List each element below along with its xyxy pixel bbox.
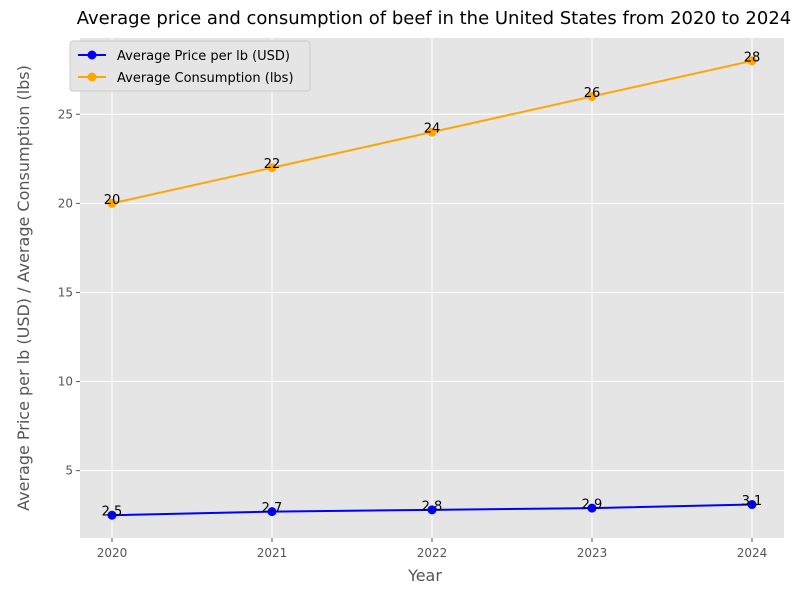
legend-marker-price <box>87 50 97 60</box>
data-point-price <box>587 503 597 513</box>
data-point-price <box>267 507 277 517</box>
y-tick-label: 20 <box>58 196 73 210</box>
data-point-consumption <box>587 91 597 101</box>
data-point-consumption <box>267 163 277 173</box>
x-tick-label: 2023 <box>577 546 608 560</box>
data-point-price <box>107 510 117 520</box>
data-label-consumption: 20 <box>104 193 121 208</box>
x-tick-label: 2021 <box>257 546 288 560</box>
data-label-consumption: 28 <box>744 50 761 65</box>
y-tick-label: 15 <box>58 285 73 299</box>
y-tick-label: 25 <box>58 107 73 121</box>
labels-layer: 2.5 2.7 2.8 2.9 3.1 20 22 24 26 28 <box>102 50 763 519</box>
data-point-price <box>427 505 437 515</box>
grid-layer <box>80 38 784 538</box>
legend-label-price: Average Price per lb (USD) <box>117 49 290 64</box>
data-label-price: 3.1 <box>742 494 763 509</box>
x-axis-label: Year <box>407 566 442 585</box>
y-tick-label: 5 <box>65 464 73 478</box>
legend-box <box>69 40 311 92</box>
data-label-price: 2.7 <box>262 501 283 516</box>
data-point-consumption <box>427 127 437 137</box>
chart-title: Average price and consumption of beef in… <box>77 8 791 29</box>
legend: Average Price per lb (USD) Average Consu… <box>69 40 311 92</box>
data-label-price: 2.5 <box>102 505 123 520</box>
data-point-price <box>747 500 757 510</box>
data-label-consumption: 22 <box>264 157 281 172</box>
x-tick-label: 2022 <box>417 546 448 560</box>
legend-label-consumption: Average Consumption (lbs) <box>117 71 294 86</box>
x-tick-label: 2024 <box>737 546 768 560</box>
series-layer <box>107 56 757 520</box>
x-tick-label: 2020 <box>97 546 128 560</box>
legend-marker-consumption <box>87 72 97 82</box>
y-axis-label: Average Price per lb (USD) / Average Con… <box>14 65 33 511</box>
data-point-consumption <box>107 198 117 208</box>
y-tick-label: 10 <box>58 375 73 389</box>
data-label-consumption: 24 <box>424 122 441 137</box>
data-label-price: 2.8 <box>422 499 443 514</box>
data-label-consumption: 26 <box>584 86 601 101</box>
data-label-price: 2.9 <box>582 498 603 513</box>
data-point-consumption <box>747 56 757 66</box>
